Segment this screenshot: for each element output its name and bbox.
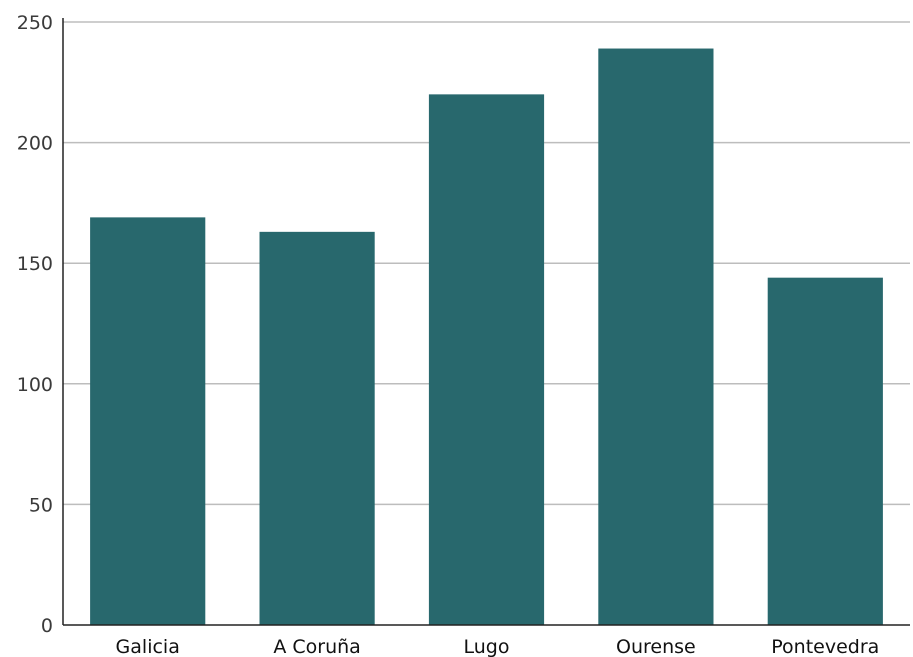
y-tick-label: 100 (17, 374, 53, 396)
bar (90, 217, 206, 625)
y-tick-label: 200 (17, 133, 53, 155)
bar (428, 94, 545, 626)
x-tick-label: Lugo (464, 636, 510, 657)
bar (259, 231, 375, 625)
y-tick-label: 50 (29, 494, 53, 516)
y-tick-label: 150 (17, 253, 53, 275)
x-tick-label: A Coruña (273, 636, 360, 657)
bar (598, 48, 714, 626)
bar (767, 277, 883, 625)
bars (90, 48, 883, 626)
x-tick-label: Pontevedra (771, 636, 879, 657)
y-tick-labels: 0 50 100 150 200 250 (17, 12, 53, 637)
x-tick-label: Ourense (616, 636, 696, 657)
y-tick-label: 250 (17, 12, 53, 34)
y-tick-label: 0 (41, 615, 53, 637)
x-tick-label: Galicia (116, 636, 180, 657)
x-tick-labels: Galicia A Coruña Lugo Ourense Pontevedra (116, 636, 880, 657)
